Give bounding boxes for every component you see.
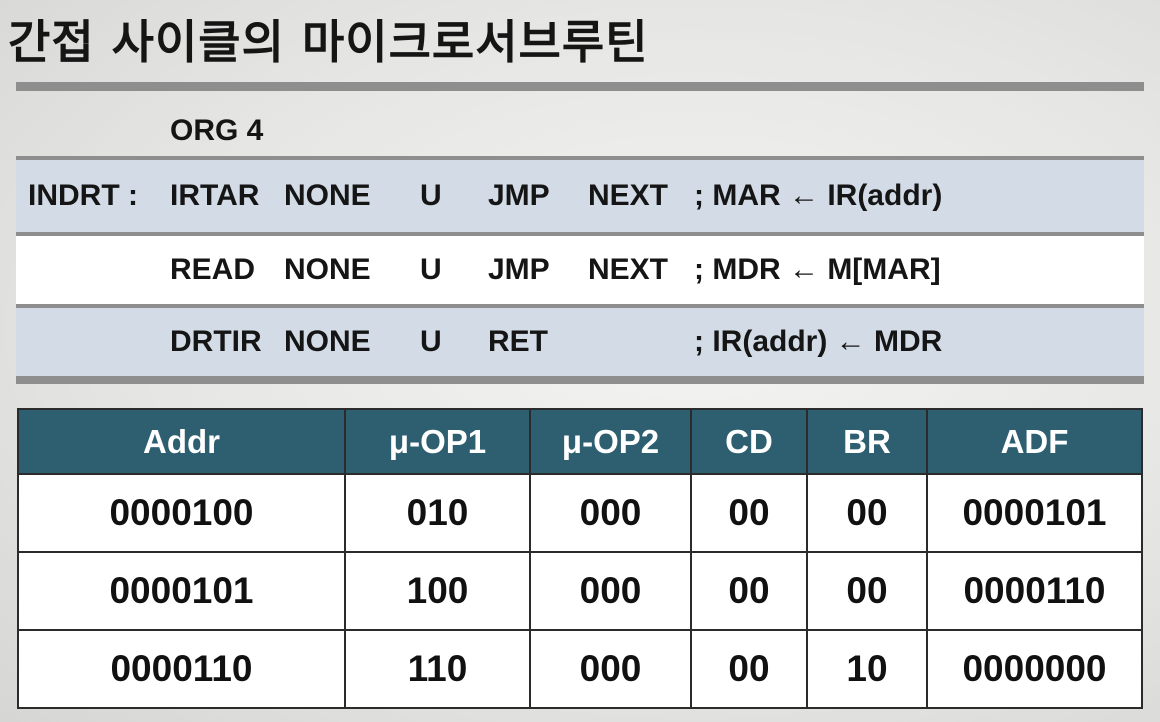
table-cell: 110: [344, 629, 531, 709]
table-cell: 00: [690, 629, 808, 709]
code-br: RET: [488, 325, 548, 358]
code-row-read: READ NONE U JMP NEXT ; MDR ← M[MAR]: [16, 236, 1144, 304]
code-cd: U: [420, 253, 442, 286]
table-cell: 0000101: [17, 551, 346, 631]
table-cell: 100: [344, 551, 531, 631]
code-comment: ; MDR ← M[MAR]: [694, 253, 941, 286]
code-ad: NEXT: [588, 253, 669, 286]
table-cell: 000: [529, 629, 692, 709]
code-br: JMP: [488, 179, 550, 212]
table-cell: 000: [529, 473, 692, 553]
title-divider: [16, 82, 1144, 91]
code-cd: U: [420, 179, 442, 212]
table-row: 0000110 110 000 00 10 0000000: [17, 629, 1143, 709]
code-row-drtir: DRTIR NONE U RET ; IR(addr) ← MDR: [16, 308, 1144, 376]
microprogram-listing: ORG 4 INDRT : IRTAR NONE U JMP NEXT ; MA…: [16, 108, 1144, 384]
column-header-adf: ADF: [926, 408, 1143, 475]
table-row: 0000100 010 000 00 00 0000101: [17, 473, 1143, 553]
code-br: JMP: [488, 253, 550, 286]
column-header-op1: μ-OP1: [344, 408, 531, 475]
table-cell: 0000110: [926, 551, 1143, 631]
code-divider: [16, 376, 1144, 384]
table-cell: 0000100: [17, 473, 346, 553]
code-divider: [16, 232, 1144, 236]
table-cell: 0000110: [17, 629, 346, 709]
page-title: 간접 사이클의 마이크로서브루틴: [8, 15, 649, 69]
column-header-addr: Addr: [17, 408, 346, 475]
code-ad: NEXT: [588, 179, 669, 212]
code-comment: ; MAR ← IR(addr): [694, 179, 943, 212]
code-f2: NONE: [284, 179, 371, 212]
column-header-cd: CD: [690, 408, 808, 475]
table-cell: 00: [690, 551, 808, 631]
code-divider: [16, 156, 1144, 160]
table-cell: 10: [806, 629, 928, 709]
table-cell: 00: [690, 473, 808, 553]
code-label: INDRT :: [28, 179, 138, 212]
code-comment: ; IR(addr) ← MDR: [694, 325, 943, 358]
code-f2: NONE: [284, 253, 371, 286]
table-cell: 010: [344, 473, 531, 553]
code-f1: READ: [170, 253, 256, 286]
table-cell: 0000101: [926, 473, 1143, 553]
table-cell: 00: [806, 473, 928, 553]
microcode-table: Addr μ-OP1 μ-OP2 CD BR ADF 0000100 010 0…: [17, 408, 1143, 709]
code-divider: [16, 304, 1144, 308]
code-row-indrt: INDRT : IRTAR NONE U JMP NEXT ; MAR ← IR…: [16, 160, 1144, 232]
org-directive: ORG 4: [170, 114, 264, 147]
column-header-op2: μ-OP2: [529, 408, 692, 475]
table-header-row: Addr μ-OP1 μ-OP2 CD BR ADF: [17, 408, 1143, 475]
table-cell: 00: [806, 551, 928, 631]
code-cd: U: [420, 325, 442, 358]
table-cell: 000: [529, 551, 692, 631]
column-header-br: BR: [806, 408, 928, 475]
code-f1: DRTIR: [170, 325, 262, 358]
code-f2: NONE: [284, 325, 371, 358]
table-cell: 0000000: [926, 629, 1143, 709]
org-row: ORG 4: [16, 108, 1144, 154]
code-f1: IRTAR: [170, 179, 260, 212]
table-row: 0000101 100 000 00 00 0000110: [17, 551, 1143, 631]
